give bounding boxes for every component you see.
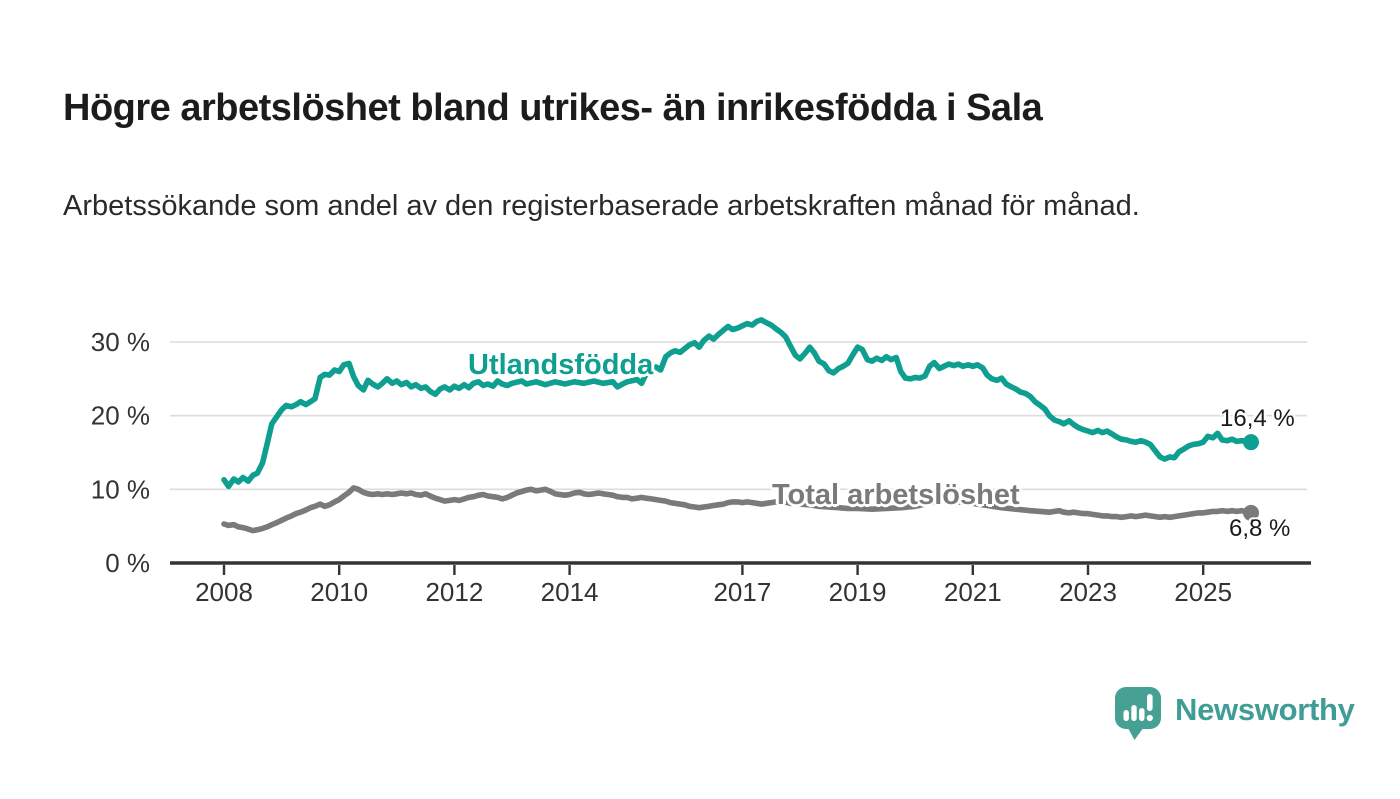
x-axis-tick-label: 2023 bbox=[1059, 577, 1117, 607]
series-end-dot-total bbox=[1243, 504, 1260, 521]
x-axis-tick-label: 2021 bbox=[944, 577, 1002, 607]
series-label-total-arbetsloshet: Total arbetslöshet bbox=[772, 479, 1020, 511]
x-axis-tick-label: 2019 bbox=[829, 577, 887, 607]
series-end-dot-utlandsfodda bbox=[1243, 434, 1260, 451]
chart-subtitle: Arbetssökande som andel av den registerb… bbox=[63, 190, 1140, 222]
page-title: Högre arbetslöshet bland utrikes- än inr… bbox=[63, 87, 1043, 130]
logo-exclamation-bar bbox=[1147, 694, 1153, 711]
logo-bar-3 bbox=[1139, 708, 1145, 721]
series-line-utlandsfodda bbox=[221, 317, 1254, 490]
series-label-utlandsfodda: Utlandsfödda bbox=[468, 349, 654, 381]
logo-bar-1 bbox=[1123, 710, 1129, 721]
newsworthy-logo: Newsworthy bbox=[1113, 685, 1355, 743]
end-value-label-total: 6,8 % bbox=[1229, 515, 1291, 542]
y-axis-tick-label: 20 % bbox=[91, 401, 150, 431]
x-axis-tick-label: 2012 bbox=[425, 577, 483, 607]
end-value-label-utlandsfodda: 16,4 % bbox=[1220, 405, 1295, 432]
series-line-total bbox=[221, 485, 1254, 534]
logo-exclamation-dot bbox=[1146, 714, 1153, 722]
x-axis-tick-label: 2010 bbox=[310, 577, 368, 607]
x-axis-tick-label: 2008 bbox=[195, 577, 253, 607]
x-axis-tick-label: 2025 bbox=[1174, 577, 1232, 607]
x-axis-tick-label: 2014 bbox=[541, 577, 599, 607]
y-axis-tick-label: 10 % bbox=[91, 474, 150, 504]
newsworthy-brand-text: Newsworthy bbox=[1175, 692, 1355, 727]
newsworthy-logo-icon bbox=[1115, 687, 1161, 740]
y-axis-tick-label: 30 % bbox=[91, 327, 150, 357]
x-axis-tick-label: 2017 bbox=[713, 577, 771, 607]
y-axis-tick-label: 0 % bbox=[105, 548, 150, 578]
logo-bar-2 bbox=[1131, 705, 1137, 721]
